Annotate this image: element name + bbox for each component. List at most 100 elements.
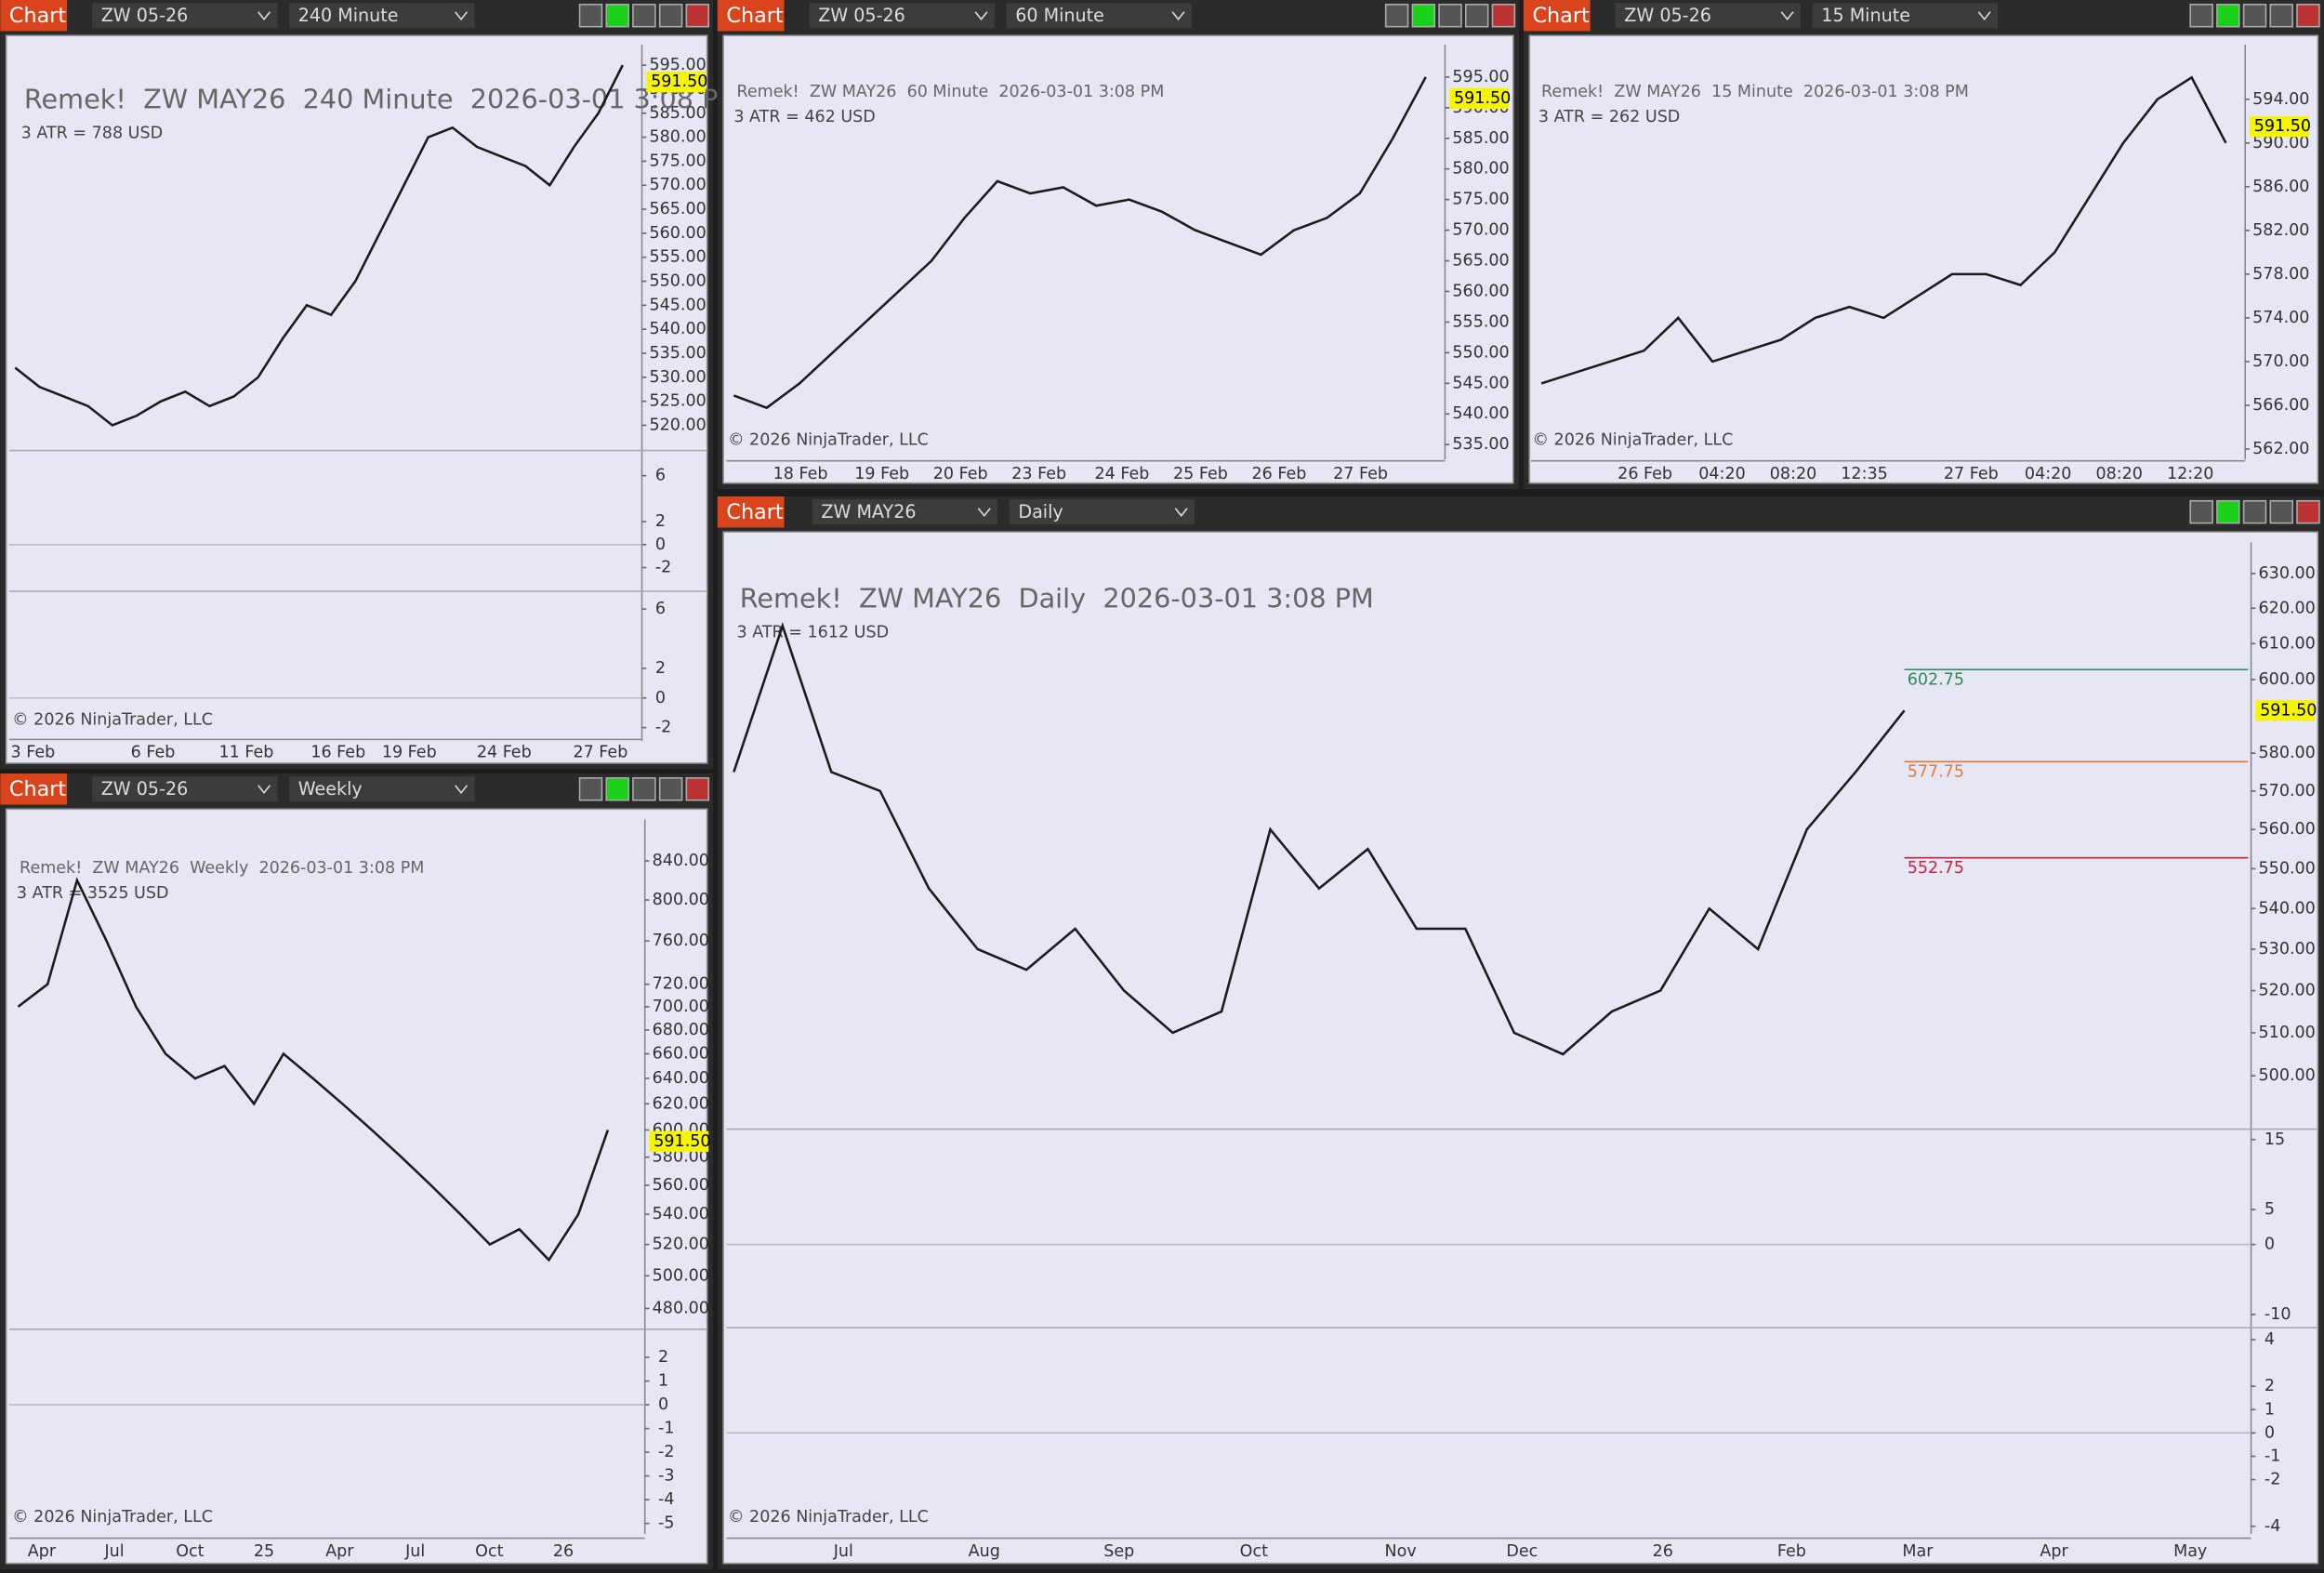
time-label: Dec: [1506, 1542, 1538, 1561]
interval-dropdown[interactable]: [1812, 3, 1998, 29]
price-tick-label: 570.00: [649, 176, 706, 194]
time-label: Sep: [1103, 1542, 1134, 1561]
instrument-dropdown[interactable]: [1615, 3, 1801, 29]
window-button[interactable]: [2216, 499, 2240, 524]
interval-label[interactable]: 60 Minute: [1015, 5, 1104, 26]
time-label: Apr: [325, 1542, 354, 1561]
instrument-dropdown[interactable]: [92, 776, 278, 802]
dropdown-arrow[interactable]: [1174, 508, 1188, 517]
price-tick-label: 530.00: [649, 368, 706, 387]
window-button[interactable]: [1384, 3, 1409, 28]
osc-tick-label: 5: [2265, 1200, 2275, 1219]
interval-label[interactable]: 15 Minute: [1821, 5, 1910, 26]
instrument-label[interactable]: ZW 05-26: [101, 5, 189, 26]
dropdown-arrow[interactable]: [1977, 11, 1991, 20]
osc-tick-label: 1: [658, 1372, 668, 1391]
instrument-label[interactable]: ZW MAY26: [821, 501, 916, 522]
window-button[interactable]: [605, 777, 629, 801]
chart-tab-label[interactable]: Chart: [726, 4, 784, 28]
dropdown-arrow[interactable]: [974, 11, 988, 20]
window-button[interactable]: [2269, 499, 2293, 524]
window-button[interactable]: [1491, 3, 1516, 28]
instrument-label[interactable]: ZW 05-26: [818, 5, 905, 26]
price-tick-label: 720.00: [653, 975, 709, 994]
osc-tick-label: 15: [2265, 1130, 2285, 1149]
chart-tab-label[interactable]: Chart: [1532, 4, 1590, 28]
window-button[interactable]: [2242, 3, 2267, 28]
window-button[interactable]: [685, 777, 710, 801]
osc-tick-label: -2: [658, 1443, 674, 1461]
interval-label[interactable]: Daily: [1018, 501, 1063, 522]
dropdown-arrow[interactable]: [455, 785, 469, 795]
chart-tab[interactable]: [0, 0, 68, 32]
price-tick-label: 510.00: [2259, 1024, 2316, 1042]
interval-label[interactable]: Weekly: [298, 778, 363, 800]
osc-tick-label: 6: [655, 600, 666, 618]
window-button[interactable]: [632, 777, 656, 801]
window-button[interactable]: [2216, 3, 2240, 28]
osc-tick-label: 2: [655, 659, 666, 678]
interval-dropdown[interactable]: [289, 3, 475, 29]
window-button[interactable]: [2269, 3, 2293, 28]
instrument-dropdown[interactable]: [809, 3, 995, 29]
price-tick-label: 574.00: [2252, 309, 2309, 327]
window-button[interactable]: [578, 3, 603, 28]
atr-label: 3 ATR = 1612 USD: [737, 624, 890, 642]
osc-tick-label: -2: [655, 558, 671, 576]
window-button[interactable]: [658, 3, 683, 28]
price-tick-label: 550.00: [2259, 859, 2316, 878]
price-tick-label: 560.00: [1452, 282, 1509, 300]
price-tick-label: 555.00: [1452, 312, 1509, 331]
chart-tab[interactable]: [0, 773, 68, 805]
window-button[interactable]: [2189, 499, 2213, 524]
window-button[interactable]: [632, 3, 656, 28]
price-tick-label: 575.00: [649, 152, 706, 170]
chart-tab-label[interactable]: Chart: [9, 777, 67, 801]
interval-dropdown[interactable]: [1006, 3, 1192, 29]
instrument-dropdown[interactable]: [92, 3, 278, 29]
dropdown-arrow[interactable]: [257, 785, 271, 795]
dropdown-arrow[interactable]: [257, 11, 271, 20]
window-button[interactable]: [1464, 3, 1489, 28]
dropdown-arrow[interactable]: [1171, 11, 1185, 20]
price-tick-label: 760.00: [653, 932, 709, 950]
price-tick-label: 578.00: [2252, 265, 2309, 284]
price-line: [733, 76, 1427, 410]
chart-tab-label[interactable]: Chart: [9, 4, 67, 28]
instrument-dropdown[interactable]: [812, 499, 998, 525]
time-label: 26 Feb: [1618, 465, 1672, 483]
chart-tab-label[interactable]: Chart: [726, 500, 784, 524]
price-tick-label: 585.00: [649, 104, 706, 123]
dropdown-arrow[interactable]: [977, 508, 991, 517]
time-label: 20 Feb: [933, 465, 988, 483]
window-button[interactable]: [578, 777, 603, 801]
window-button[interactable]: [605, 3, 629, 28]
window-button[interactable]: [2296, 3, 2320, 28]
interval-label[interactable]: 240 Minute: [298, 5, 399, 26]
window-button[interactable]: [2242, 499, 2267, 524]
dropdown-arrow[interactable]: [1780, 11, 1794, 20]
price-tick-label: 562.00: [2252, 440, 2309, 458]
instrument-label[interactable]: ZW 05-26: [101, 778, 189, 800]
chart-tab[interactable]: [717, 0, 785, 32]
copyright: © 2026 NinjaTrader, LLC: [728, 1508, 929, 1527]
last-price-box: [1449, 87, 1509, 110]
window-button[interactable]: [2189, 3, 2213, 28]
price-tick-label: 565.00: [1452, 252, 1509, 271]
dropdown-arrow[interactable]: [455, 11, 469, 20]
window-button[interactable]: [685, 3, 710, 28]
price-tick-label: 540.00: [1452, 404, 1509, 423]
chart-tab[interactable]: [717, 496, 785, 528]
window-button[interactable]: [1438, 3, 1462, 28]
window-button[interactable]: [1411, 3, 1436, 28]
window-button[interactable]: [658, 777, 683, 801]
interval-dropdown[interactable]: [289, 776, 475, 802]
atr-label: 3 ATR = 462 USD: [733, 108, 875, 126]
time-label: 23 Feb: [1011, 465, 1066, 483]
price-tick-label: 600.00: [2259, 670, 2316, 689]
instrument-label[interactable]: ZW 05-26: [1624, 5, 1711, 26]
interval-dropdown[interactable]: [1009, 499, 1195, 525]
time-label: 19 Feb: [854, 465, 909, 483]
chart-tab[interactable]: [1523, 0, 1591, 32]
window-button[interactable]: [2296, 499, 2320, 524]
